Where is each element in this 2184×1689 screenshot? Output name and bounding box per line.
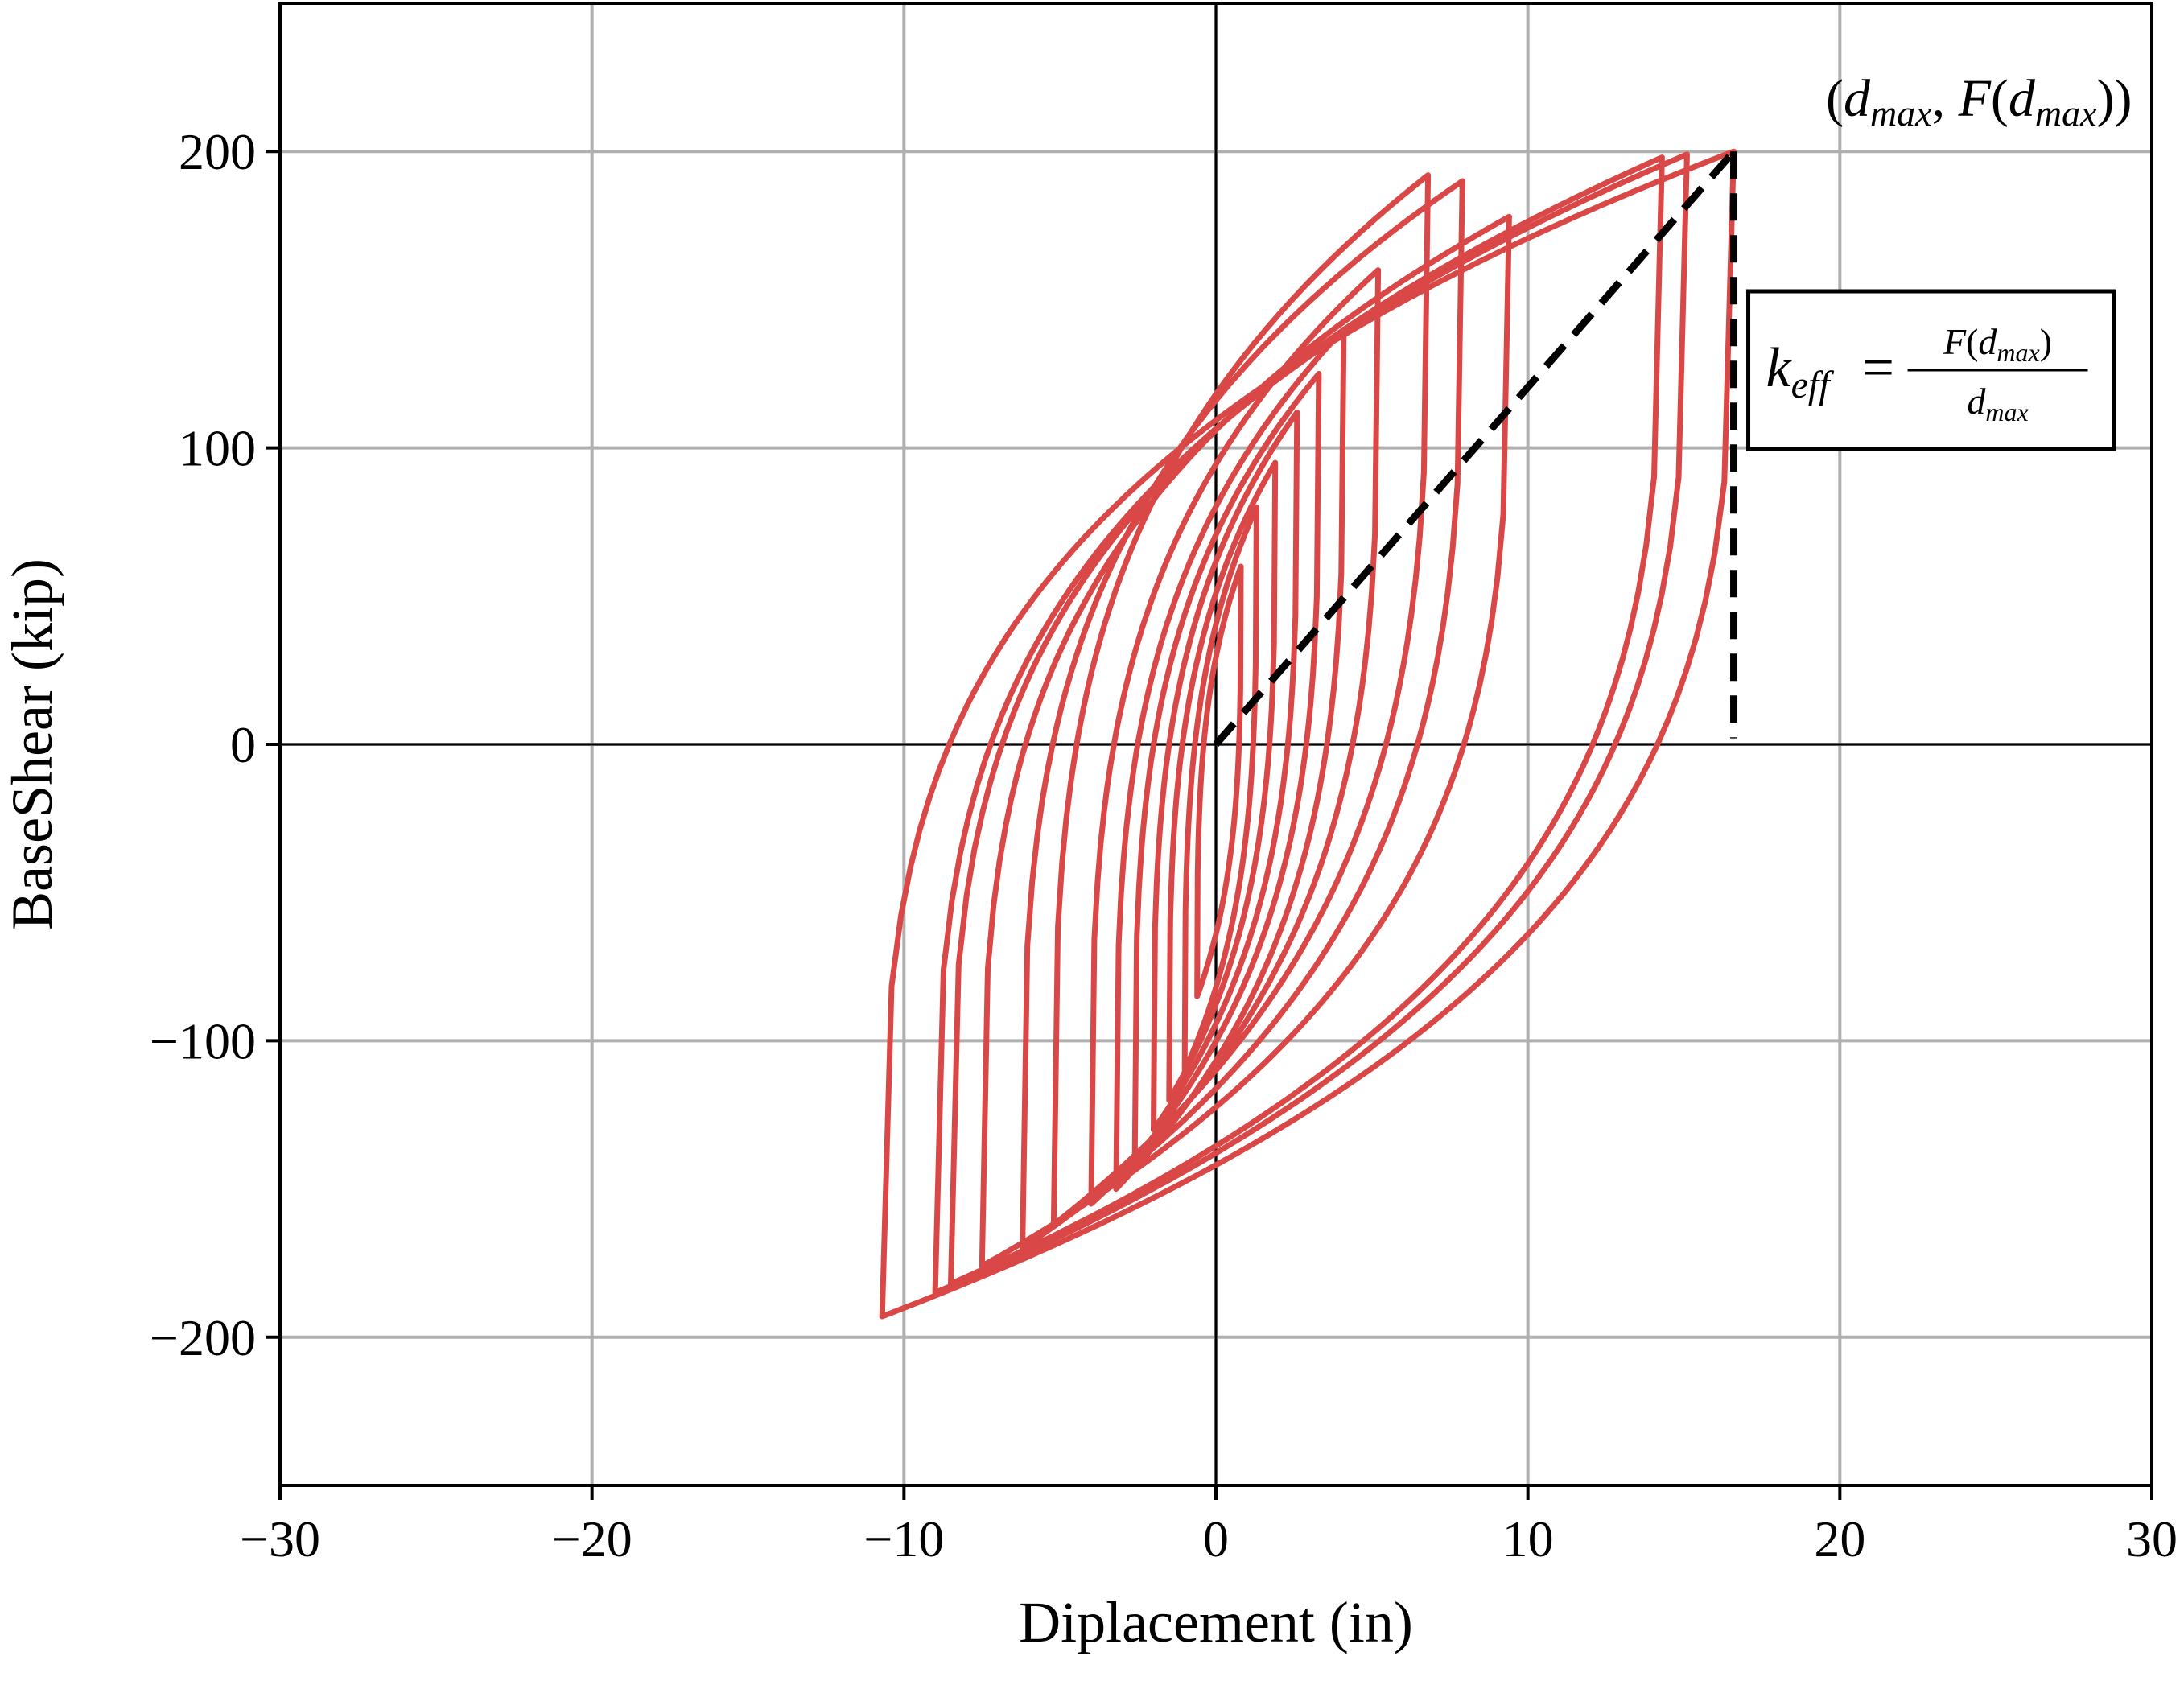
x-tick-label: −20 (552, 1510, 633, 1567)
y-tick-label: −100 (150, 1012, 256, 1069)
x-tick-label: 20 (1814, 1510, 1865, 1567)
svg-text:(dmax, F(dmax)): (dmax, F(dmax)) (1826, 69, 2132, 134)
x-tick-label: 0 (1203, 1510, 1229, 1567)
y-tick-label: −200 (150, 1309, 256, 1366)
svg-text:=: = (1863, 337, 1894, 399)
hysteresis-loop (1181, 504, 1259, 1073)
x-tick-label: −30 (240, 1510, 320, 1567)
hysteresis-loop (979, 213, 1512, 1269)
y-tick-label: 100 (179, 420, 256, 477)
hysteresis-loop (1166, 459, 1279, 1103)
svg-text:keff: keff (1766, 337, 1835, 406)
hysteresis-series (879, 148, 1737, 1320)
secant-guides (1213, 149, 1738, 747)
y-axis-label: BaseShear (kip) (0, 558, 64, 930)
hysteresis-loop (1113, 326, 1347, 1193)
x-tick-label: 10 (1502, 1510, 1554, 1567)
y-tick-label: 0 (230, 716, 256, 773)
svg-text:dmax: dmax (1967, 381, 2028, 426)
keff-equation-box: keff = F(dmax) dmax (1746, 289, 2116, 451)
y-tick-label: 200 (179, 123, 256, 180)
svg-text:F(dmax): F(dmax) (1943, 321, 2052, 367)
x-tick-label: 30 (2126, 1510, 2178, 1567)
peak-point-label: (dmax, F(dmax)) (1826, 69, 2132, 134)
hysteresis-loop (1020, 178, 1465, 1251)
x-axis-label: Diplacement (in) (1019, 1590, 1413, 1654)
hysteresis-loop (1194, 563, 1244, 999)
secant-stiffness-line (1213, 149, 1737, 747)
x-tick-label: −10 (863, 1510, 944, 1567)
hysteresis-loop (1131, 371, 1322, 1163)
hysteresis-loop (1151, 409, 1300, 1133)
